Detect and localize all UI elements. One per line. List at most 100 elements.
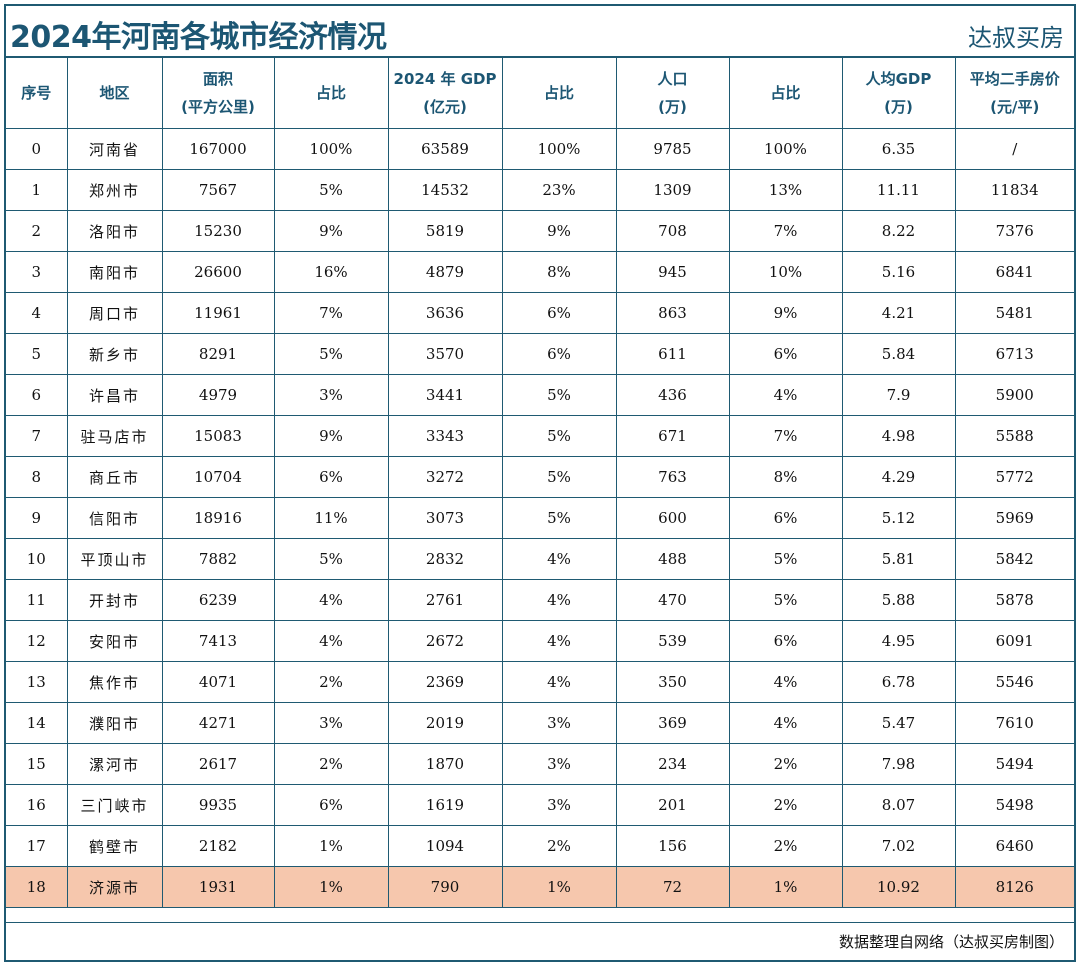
table-row: 18 济源市 1931 1% 790 1% 72 1% 10.92 8126: [6, 866, 1074, 908]
table-cell: 16%: [273, 251, 389, 293]
table-cell: 5%: [273, 333, 389, 375]
table-cell: 72: [615, 866, 730, 908]
table-row: 9 信阳市 18916 11% 3073 5% 600 6% 5.12 5969: [6, 497, 1074, 539]
table-cell: 10704: [161, 456, 275, 498]
table-cell: 2369: [387, 661, 503, 703]
column-header: 人均GDP (万): [841, 58, 956, 129]
table-row: 4 周口市 11961 7% 3636 6% 863 9% 4.21 5481: [6, 292, 1074, 334]
page-title: 2024年河南各城市经济情况: [10, 20, 387, 55]
table-header-row: 序号 地区 面积 (平方公里) 占比 2024 年 GDP (亿元) 占比 人口 (万) 占比 人均G…: [6, 58, 1074, 129]
column-header-line: (万): [884, 98, 913, 116]
table-cell: 13: [6, 661, 68, 703]
table-cell: 7.98: [841, 743, 956, 785]
table-cell: 3343: [387, 415, 503, 457]
table-cell: 5819: [387, 210, 503, 252]
table-cell: 600: [615, 497, 730, 539]
table-cell: 4%: [728, 374, 843, 416]
table-cell: 7%: [728, 415, 843, 457]
table-row: 15 漯河市 2617 2% 1870 3% 234 2% 7.98 5494: [6, 743, 1074, 785]
table-row: 6 许昌市 4979 3% 3441 5% 436 4% 7.9 5900: [6, 374, 1074, 416]
table-cell: 5.12: [841, 497, 956, 539]
table-cell: 2%: [273, 661, 389, 703]
column-header-line: 占比: [543, 84, 574, 102]
table-cell: 5%: [273, 169, 389, 211]
table-cell: 2182: [161, 825, 275, 867]
table-row: 3 南阳市 26600 16% 4879 8% 945 10% 5.16 6841: [6, 251, 1074, 293]
table-cell: 6%: [728, 333, 843, 375]
table-cell: 4%: [273, 579, 389, 621]
table-row: 12 安阳市 7413 4% 2672 4% 539 6% 4.95 6091: [6, 620, 1074, 662]
table-row: 16 三门峡市 9935 6% 1619 3% 201 2% 8.07 5498: [6, 784, 1074, 826]
table-cell: 671: [615, 415, 730, 457]
table-cell: 5%: [501, 374, 617, 416]
table-cell: 3570: [387, 333, 503, 375]
table-cell: 2%: [501, 825, 617, 867]
table-cell: 13%: [728, 169, 843, 211]
table-cell: 3636: [387, 292, 503, 334]
table-cell: 3%: [501, 784, 617, 826]
table-cell: 7882: [161, 538, 275, 580]
table-cell: 5.88: [841, 579, 956, 621]
table-cell: 7.02: [841, 825, 956, 867]
table-cell: 2%: [728, 743, 843, 785]
table-cell: 9785: [615, 128, 730, 170]
region-cell: 漯河市: [66, 743, 163, 785]
table-cell: 539: [615, 620, 730, 662]
table-row: 8 商丘市 10704 6% 3272 5% 763 8% 4.29 5772: [6, 456, 1074, 498]
table-row: 14 濮阳市 4271 3% 2019 3% 369 4% 5.47 7610: [6, 702, 1074, 744]
table-cell: 2019: [387, 702, 503, 744]
table-row: 13 焦作市 4071 2% 2369 4% 350 4% 6.78 5546: [6, 661, 1074, 703]
table-cell: 5772: [954, 456, 1074, 498]
table-cell: 7567: [161, 169, 275, 211]
table-cell: 6%: [728, 497, 843, 539]
table-cell: 3%: [273, 374, 389, 416]
table-cell: 100%: [501, 128, 617, 170]
table-cell: 6.35: [841, 128, 956, 170]
table-cell: 4%: [501, 620, 617, 662]
column-header: 占比: [273, 58, 389, 129]
table-cell: 7: [6, 415, 68, 457]
table-cell: 26600: [161, 251, 275, 293]
table-row: 17 鹤壁市 2182 1% 1094 2% 156 2% 7.02 6460: [6, 825, 1074, 867]
table-cell: 3%: [273, 702, 389, 744]
column-header: 地区: [66, 58, 163, 129]
table-cell: 5%: [501, 497, 617, 539]
table-cell: 470: [615, 579, 730, 621]
table-cell: 790: [387, 866, 503, 908]
column-header: 2024 年 GDP (亿元): [387, 58, 503, 129]
table-cell: 945: [615, 251, 730, 293]
region-cell: 郑州市: [66, 169, 163, 211]
table-cell: 11: [6, 579, 68, 621]
region-cell: 许昌市: [66, 374, 163, 416]
table-cell: 2672: [387, 620, 503, 662]
table-row: 11 开封市 6239 4% 2761 4% 470 5% 5.88 5878: [6, 579, 1074, 621]
table-cell: 4%: [501, 579, 617, 621]
table-cell: 9: [6, 497, 68, 539]
table-cell: 15083: [161, 415, 275, 457]
column-header-line: 人均GDP: [865, 70, 932, 88]
table-cell: 7376: [954, 210, 1074, 252]
region-cell: 信阳市: [66, 497, 163, 539]
table-cell: 167000: [161, 128, 275, 170]
region-cell: 新乡市: [66, 333, 163, 375]
brand-label: 达叔买房: [968, 24, 1064, 52]
table-cell: 5%: [501, 415, 617, 457]
table-cell: 11%: [273, 497, 389, 539]
region-cell: 驻马店市: [66, 415, 163, 457]
table-cell: 3272: [387, 456, 503, 498]
column-header-line: 占比: [770, 84, 801, 102]
region-cell: 濮阳市: [66, 702, 163, 744]
region-cell: 焦作市: [66, 661, 163, 703]
table-cell: 14: [6, 702, 68, 744]
table-cell: 8%: [501, 251, 617, 293]
table-cell: 2761: [387, 579, 503, 621]
source-note: 数据整理自网络（达叔买房制图）: [838, 933, 1064, 951]
table-cell: 5842: [954, 538, 1074, 580]
table-cell: 6841: [954, 251, 1074, 293]
table-row: 0 河南省 167000 100% 63589 100% 9785 100% 6.35/: [6, 128, 1074, 170]
table-cell: 23%: [501, 169, 617, 211]
table-cell: 3%: [501, 702, 617, 744]
region-cell: 安阳市: [66, 620, 163, 662]
table-cell: 4: [6, 292, 68, 334]
table-cell: 8126: [954, 866, 1074, 908]
